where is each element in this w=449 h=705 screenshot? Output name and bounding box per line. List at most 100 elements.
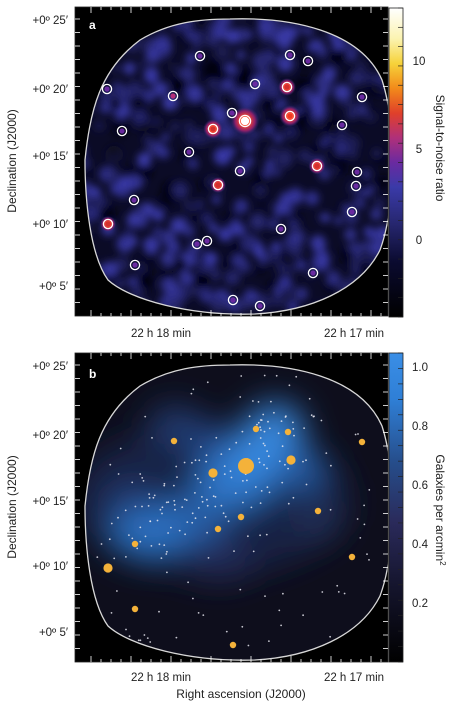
noise-blob [266,279,275,288]
noise-blob [208,38,218,48]
noise-blob [263,96,277,111]
galaxy-point [214,505,217,508]
noise-blob [298,149,311,162]
cb-tick-label: 5 [416,144,422,156]
galaxy-point [109,463,112,466]
galaxy-point [192,597,194,600]
noise-blob [244,156,254,166]
galaxy-point [194,517,197,520]
galaxy-point [308,397,311,400]
y-tick-label: +0º 25′ [33,361,68,373]
noise-blob [317,213,324,220]
galaxy-point [366,553,368,555]
detection-marker [212,179,224,191]
noise-blob [114,256,130,272]
galaxy-point [125,628,127,631]
noise-blob [207,295,221,308]
noise-blob [273,287,282,296]
detection-core [257,303,263,309]
noise-blob [185,53,197,64]
noise-blob [169,121,181,133]
x-tick-label: 22 h 17 min [324,328,384,340]
detection-core [131,197,137,203]
noise-blob [151,208,165,222]
snr-noise-map [85,18,388,315]
galaxy-point [262,442,265,445]
noise-blob [138,61,146,68]
bright-galaxy [358,438,366,446]
detection-core [237,168,243,174]
noise-blob [174,215,181,223]
galaxy-point [158,610,160,613]
galaxy-point [200,446,202,448]
y-tick-label: +0º 10′ [33,219,68,231]
density-lobe [298,500,342,540]
galaxy-point [343,592,346,595]
noise-blob [116,279,125,288]
galaxy-point [201,496,203,498]
cb-tick-label: 0.6 [412,480,428,492]
noise-blob [89,186,101,199]
galaxy-point [194,474,197,476]
noise-blob [367,109,374,116]
galaxy-point [197,477,199,480]
galaxy-point [161,506,164,509]
galaxy-point [190,438,192,440]
galaxy-point [197,612,200,614]
galaxy-point [282,592,284,595]
galaxy-point [264,595,266,597]
galaxy-point [239,588,242,591]
galaxy-point [205,454,208,457]
galaxy-point [185,499,188,501]
galaxy-point [144,415,147,418]
bright-galaxies [103,425,366,649]
galaxy-point [191,521,194,524]
galaxy-point [252,550,255,553]
x-tick-label: 22 h 18 min [131,328,191,340]
detection-core [278,226,284,232]
galaxy-point [119,447,122,450]
noise-blob [313,243,327,257]
noise-blob [289,210,301,222]
galaxy-point [242,501,244,504]
galaxy-point [209,486,211,489]
detection-core [284,84,290,90]
noise-blob [192,39,203,50]
noise-blob [307,40,318,52]
galaxy-point [268,491,271,494]
detection-marker [346,206,358,218]
x-tick-label: 22 h 18 min [131,672,191,684]
noise-blob [372,149,381,157]
cb-tick-label: 10 [413,56,426,68]
galaxy-point [222,512,225,515]
galaxy-point [240,375,243,377]
x-tick-label: 22 h 17 min [324,672,384,684]
galaxy-point [260,429,262,431]
bright-galaxy [214,525,222,533]
galaxy-point [359,537,362,539]
noise-blob [94,120,104,131]
galaxy-point [242,480,244,482]
density-lobe [188,422,232,458]
detection-marker [227,294,239,306]
density-lobe [106,480,154,520]
noise-blob [255,265,266,275]
galaxy-point [207,557,210,559]
noise-blob [141,201,154,215]
galaxy-point [206,531,209,534]
galaxy-point [336,584,339,587]
panel-a-ticks [75,7,388,316]
detection-core [287,113,293,119]
noise-blob [147,49,158,60]
noise-blob [146,264,153,271]
galaxy-point [220,504,223,507]
galaxy-point [260,419,263,421]
galaxy-point [174,508,176,511]
noise-blob [208,223,219,233]
detection-core [230,297,236,303]
noise-blob [171,181,189,198]
galaxy-point [278,460,281,463]
galaxy-point [337,591,340,593]
noise-blob [358,201,366,209]
